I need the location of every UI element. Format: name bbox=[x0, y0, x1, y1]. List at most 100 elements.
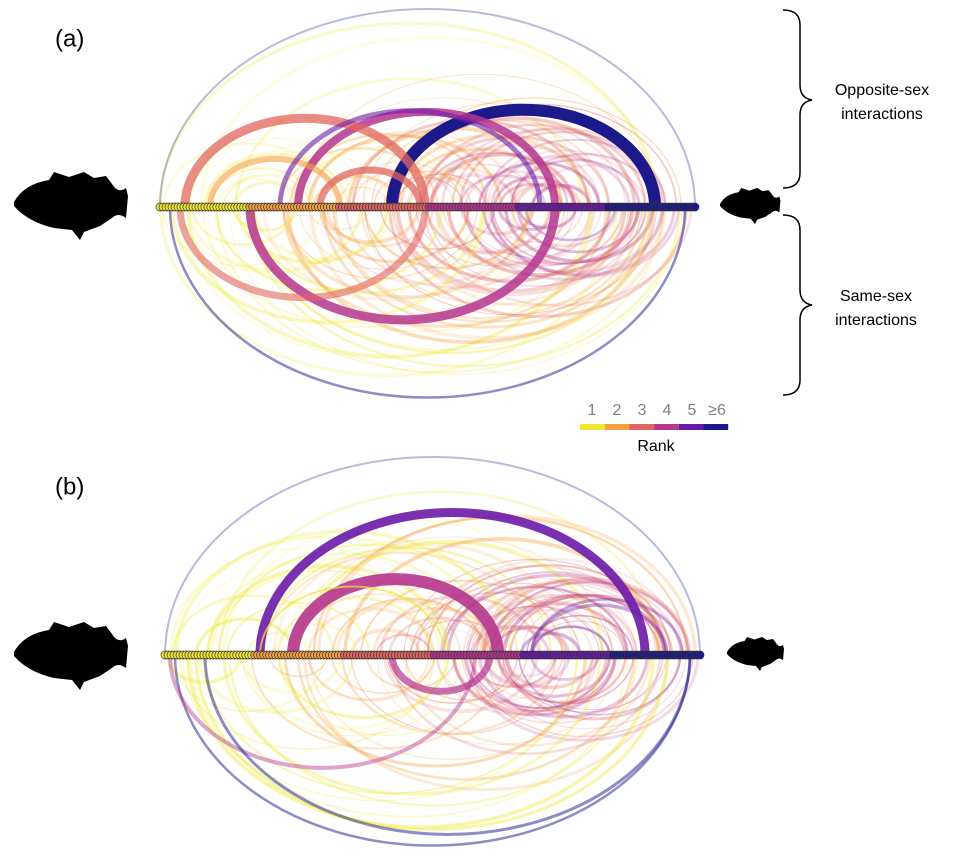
arc bbox=[307, 654, 430, 701]
arc bbox=[159, 206, 618, 377]
legend-label: ≥6 bbox=[708, 402, 726, 419]
arc bbox=[463, 206, 624, 267]
arc bbox=[323, 206, 534, 285]
arc bbox=[490, 154, 631, 208]
legend-swatch bbox=[703, 424, 729, 430]
fish-silhouette bbox=[14, 172, 128, 240]
arc bbox=[164, 546, 457, 656]
arc bbox=[289, 133, 489, 208]
arc bbox=[442, 206, 570, 255]
arc bbox=[318, 206, 471, 264]
arc bbox=[518, 654, 682, 716]
arc bbox=[235, 206, 390, 265]
arc bbox=[228, 206, 683, 375]
arc bbox=[416, 582, 613, 656]
arc bbox=[499, 183, 564, 208]
fish-silhouette bbox=[720, 188, 781, 225]
arc bbox=[482, 206, 639, 266]
arc bbox=[511, 183, 575, 208]
arc bbox=[388, 617, 491, 656]
arc bbox=[246, 631, 310, 656]
arc bbox=[362, 102, 646, 208]
arc bbox=[509, 594, 674, 656]
arc bbox=[173, 654, 692, 847]
arc bbox=[375, 633, 432, 656]
arc bbox=[360, 206, 627, 306]
arc bbox=[214, 206, 444, 292]
arc bbox=[489, 206, 681, 278]
arc bbox=[281, 206, 608, 328]
arc bbox=[350, 654, 566, 735]
arc bbox=[262, 551, 542, 656]
arc bbox=[195, 617, 295, 656]
arc bbox=[316, 166, 424, 208]
arc bbox=[190, 206, 296, 247]
bracket bbox=[782, 214, 813, 396]
arc bbox=[331, 597, 487, 656]
arc bbox=[426, 576, 637, 656]
arc bbox=[524, 206, 617, 242]
arc bbox=[435, 206, 593, 266]
arc bbox=[486, 149, 642, 208]
arc bbox=[497, 654, 612, 698]
arc bbox=[283, 654, 587, 768]
arc bbox=[168, 654, 477, 770]
node-layer bbox=[155, 202, 705, 660]
arc bbox=[415, 565, 658, 656]
arc bbox=[391, 206, 632, 297]
arc bbox=[423, 206, 693, 307]
arc bbox=[403, 654, 652, 747]
arc bbox=[403, 558, 663, 656]
arc bbox=[255, 508, 650, 656]
arc bbox=[429, 143, 602, 208]
arc bbox=[360, 579, 564, 656]
legend-swatch bbox=[629, 424, 655, 430]
legend-swatch bbox=[604, 424, 630, 430]
arc bbox=[529, 597, 684, 656]
arc bbox=[497, 594, 661, 656]
arc bbox=[470, 625, 551, 656]
arc bbox=[308, 206, 667, 340]
arc-layer bbox=[158, 8, 701, 847]
arc bbox=[519, 631, 582, 656]
arc bbox=[164, 456, 701, 656]
arc bbox=[168, 206, 687, 399]
arc bbox=[180, 206, 363, 275]
bracket-label: interactions bbox=[841, 106, 923, 123]
arc bbox=[386, 654, 519, 704]
arc bbox=[252, 206, 396, 261]
arc bbox=[483, 138, 667, 208]
arc bbox=[521, 594, 684, 656]
arc bbox=[427, 206, 643, 287]
arc bbox=[532, 620, 625, 656]
legend-label: 5 bbox=[688, 402, 697, 419]
arc bbox=[199, 35, 662, 208]
arc bbox=[530, 184, 592, 208]
arc bbox=[494, 594, 660, 656]
arc bbox=[530, 654, 600, 681]
arc bbox=[531, 183, 595, 208]
arc bbox=[178, 206, 590, 360]
arc bbox=[276, 596, 434, 656]
arc bbox=[419, 151, 569, 208]
arc bbox=[494, 654, 555, 678]
legend-label: 4 bbox=[663, 402, 672, 419]
arc bbox=[189, 654, 629, 818]
arc bbox=[206, 564, 451, 656]
arc bbox=[308, 206, 371, 231]
arc bbox=[439, 571, 667, 656]
arc bbox=[426, 564, 672, 656]
arc bbox=[306, 607, 436, 656]
arc bbox=[531, 625, 611, 656]
arc bbox=[531, 626, 610, 656]
arc bbox=[363, 146, 526, 208]
fish-icons bbox=[14, 172, 784, 690]
arc bbox=[277, 108, 543, 208]
arc bbox=[452, 654, 617, 717]
arc bbox=[196, 654, 355, 714]
arc bbox=[396, 173, 487, 208]
arc bbox=[278, 654, 497, 736]
bracket bbox=[782, 9, 813, 189]
arc bbox=[483, 625, 565, 656]
